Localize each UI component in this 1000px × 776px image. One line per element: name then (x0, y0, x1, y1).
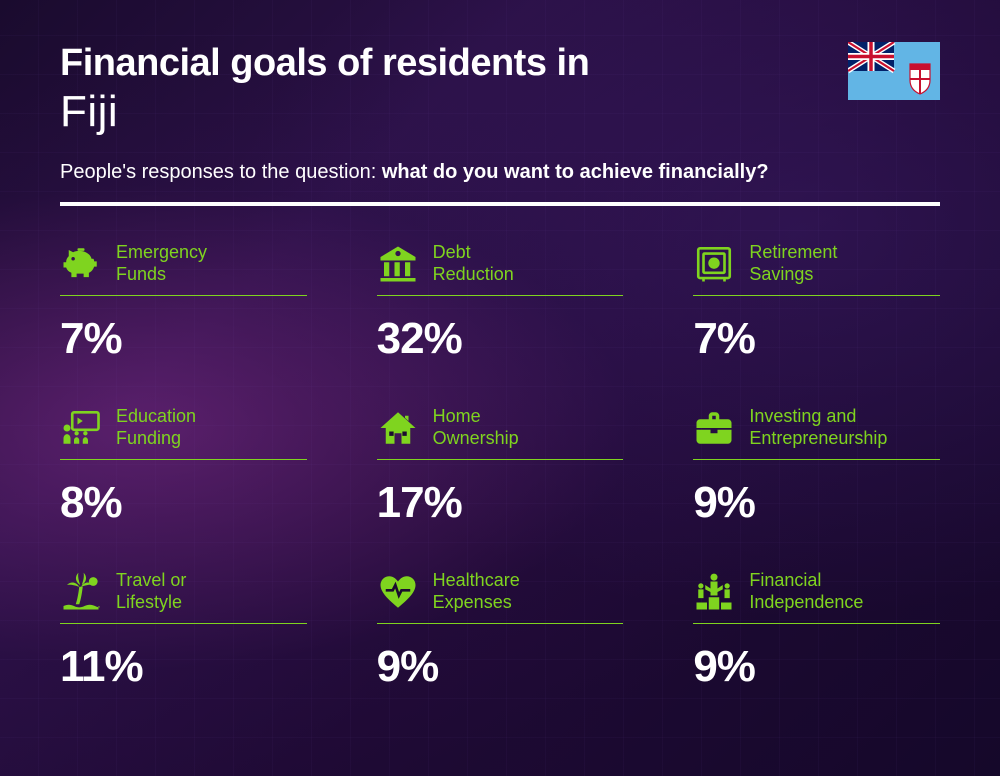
stat-value: 11% (60, 642, 307, 692)
stat-head: HealthcareExpenses (377, 568, 624, 624)
stat-education-funding: EducationFunding 8% (60, 404, 307, 528)
stat-financial-independence: FinancialIndependence 9% (693, 568, 940, 692)
bank-icon (377, 243, 419, 285)
house-icon (377, 407, 419, 449)
podium-icon (693, 571, 735, 613)
stat-label: FinancialIndependence (749, 570, 863, 613)
stat-head: RetirementSavings (693, 240, 940, 296)
stat-value: 9% (693, 478, 940, 528)
heart-pulse-icon (377, 571, 419, 613)
header: Financial goals of residents in Fiji Peo… (60, 42, 940, 206)
stat-head: DebtReduction (377, 240, 624, 296)
stat-head: Investing andEntrepreneurship (693, 404, 940, 460)
stat-investing-entrepreneurship: Investing andEntrepreneurship 9% (693, 404, 940, 528)
piggy-bank-icon (60, 243, 102, 285)
stat-label: DebtReduction (433, 242, 514, 285)
stat-head: EmergencyFunds (60, 240, 307, 296)
stat-head: Travel orLifestyle (60, 568, 307, 624)
stat-value: 7% (60, 314, 307, 364)
stat-label: EducationFunding (116, 406, 196, 449)
subtitle: People's responses to the question: what… (60, 161, 940, 184)
stat-home-ownership: HomeOwnership 17% (377, 404, 624, 528)
stat-debt-reduction: DebtReduction 32% (377, 240, 624, 364)
country-flag (848, 42, 940, 100)
stat-value: 9% (693, 642, 940, 692)
subtitle-prefix: People's responses to the question: (60, 161, 382, 183)
stat-value: 9% (377, 642, 624, 692)
stat-travel-lifestyle: Travel orLifestyle 11% (60, 568, 307, 692)
stat-value: 7% (693, 314, 940, 364)
palm-icon (60, 571, 102, 613)
stat-value: 32% (377, 314, 624, 364)
stat-label: HomeOwnership (433, 406, 519, 449)
stat-retirement-savings: RetirementSavings 7% (693, 240, 940, 364)
stat-label: EmergencyFunds (116, 242, 207, 285)
fiji-flag-icon (848, 42, 940, 100)
divider (60, 202, 940, 206)
stats-grid: EmergencyFunds 7% DebtReduction 32% Reti… (60, 240, 940, 692)
stat-head: HomeOwnership (377, 404, 624, 460)
briefcase-icon (693, 407, 735, 449)
stat-label: RetirementSavings (749, 242, 837, 285)
stat-label: HealthcareExpenses (433, 570, 520, 613)
stat-head: FinancialIndependence (693, 568, 940, 624)
stat-label: Travel orLifestyle (116, 570, 186, 613)
stat-head: EducationFunding (60, 404, 307, 460)
stat-label: Investing andEntrepreneurship (749, 406, 887, 449)
stat-value: 17% (377, 478, 624, 528)
title-line1: Financial goals of residents in (60, 42, 940, 85)
stat-healthcare-expenses: HealthcareExpenses 9% (377, 568, 624, 692)
subtitle-bold: what do you want to achieve financially? (382, 161, 769, 183)
title-country: Fiji (60, 87, 940, 137)
stat-value: 8% (60, 478, 307, 528)
safe-icon (693, 243, 735, 285)
education-icon (60, 407, 102, 449)
stat-emergency-funds: EmergencyFunds 7% (60, 240, 307, 364)
